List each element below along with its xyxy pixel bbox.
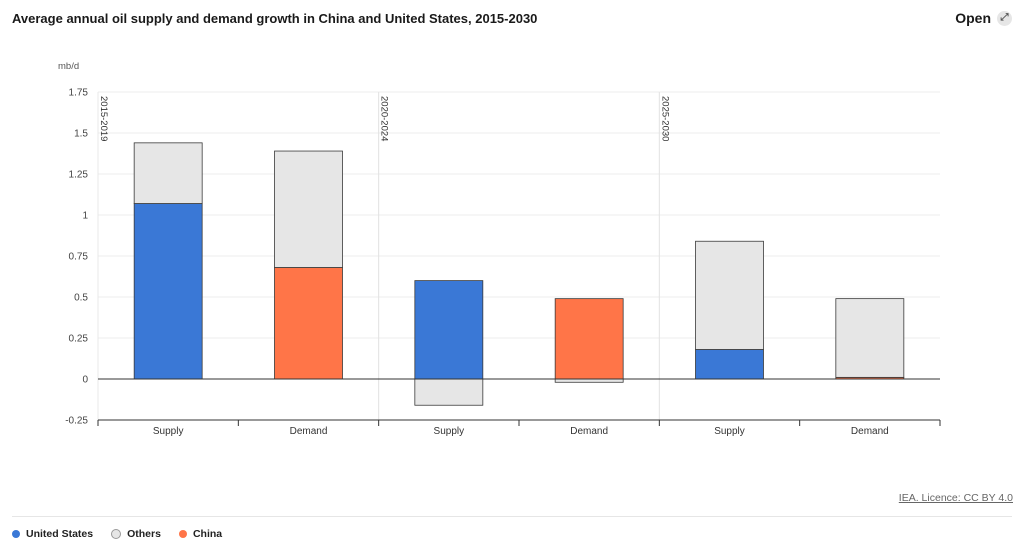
legend-item-united-states[interactable]: United States xyxy=(12,528,93,540)
bar-united-states xyxy=(695,349,764,380)
x-category-label: Demand xyxy=(570,426,608,437)
legend-swatch xyxy=(178,530,187,538)
y-tick-label: -0.25 xyxy=(65,416,88,427)
legend-swatch xyxy=(111,529,122,539)
bar-others xyxy=(414,378,484,406)
y-tick-label: 1 xyxy=(82,211,88,222)
bar-china xyxy=(274,267,343,380)
period-label: 2015-2019 xyxy=(98,96,109,141)
legend-item-china[interactable]: China xyxy=(178,528,223,540)
legend-label: China xyxy=(192,528,223,540)
bar-united-states xyxy=(414,280,484,380)
y-tick-label: 1.25 xyxy=(69,170,89,181)
bar-others xyxy=(695,240,764,350)
open-label: Open xyxy=(955,10,991,26)
bar-others xyxy=(274,150,343,268)
y-tick-label: 1.75 xyxy=(69,88,89,99)
y-tick-label: 1.5 xyxy=(74,129,88,140)
y-tick-label: 0.5 xyxy=(74,293,88,304)
legend: United States Others China xyxy=(12,528,222,540)
legend-label: United States xyxy=(26,528,94,540)
x-category-label: Demand xyxy=(851,426,889,437)
open-button[interactable]: Open ⤢ xyxy=(955,10,1012,26)
y-tick-label: 0 xyxy=(82,375,88,386)
y-tick-label: 0.75 xyxy=(69,252,89,263)
licence-link[interactable]: IEA. Licence: CC BY 4.0 xyxy=(898,492,1013,504)
legend-swatch xyxy=(12,530,20,538)
chart-title: Average annual oil supply and demand gro… xyxy=(12,11,538,26)
chart: mb/d 1.75 1.5 1.25 1 0.75 0.5 0.25 0 -0.25 2015-20… xyxy=(58,61,941,437)
legend-item-others[interactable]: Others xyxy=(111,528,161,540)
bar-others xyxy=(835,298,905,378)
x-category-label: Supply xyxy=(714,426,745,437)
period-label: 2025-2030 xyxy=(659,96,670,141)
footer-divider xyxy=(12,516,1012,517)
legend-label: Others xyxy=(127,528,161,540)
y-tick-label: 0.25 xyxy=(69,334,89,345)
bar-china xyxy=(554,298,624,380)
expand-icon: ⤢ xyxy=(997,10,1012,26)
x-category-label: Supply xyxy=(434,426,465,437)
bar-others xyxy=(133,142,203,204)
x-category-label: Supply xyxy=(153,426,184,437)
y-axis-unit-label: mb/d xyxy=(58,61,79,72)
bar-united-states xyxy=(133,203,203,380)
x-category-label: Demand xyxy=(290,426,328,437)
period-label: 2020-2024 xyxy=(379,96,390,141)
